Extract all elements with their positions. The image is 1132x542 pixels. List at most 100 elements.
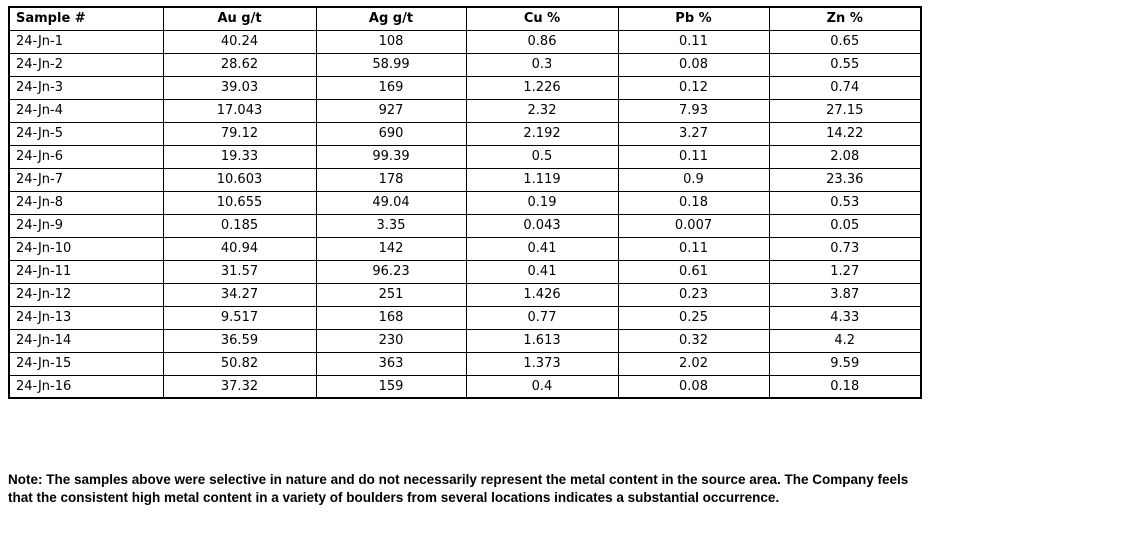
value-cell: 99.39 [315,144,467,169]
value-cell: 10.655 [162,190,317,215]
sample-id-cell: 24-Jn-6 [8,144,164,169]
assay-results-table: Sample # Au g/t Ag g/t Cu % Pb % Zn % 24-Jn-1… [8,6,922,399]
value-cell: 40.24 [162,29,317,54]
table-row: 24-Jn-16 37.32 159 0.4 0.08 0.18 [8,374,922,399]
value-cell: 168 [315,305,467,330]
value-cell: 0.4 [465,374,619,399]
table-row: 24-Jn-4 17.043 927 2.32 7.93 27.15 [8,98,922,123]
value-cell: 10.603 [162,167,317,192]
value-cell: 0.19 [465,190,619,215]
value-cell: 0.3 [465,52,619,77]
table-row: 24-Jn-14 36.59 230 1.613 0.32 4.2 [8,328,922,353]
value-cell: 0.55 [768,52,922,77]
value-cell: 0.08 [617,374,770,399]
sample-id-cell: 24-Jn-8 [8,190,164,215]
value-cell: 0.41 [465,236,619,261]
table-row: 24-Jn-10 40.94 142 0.41 0.11 0.73 [8,236,922,261]
value-cell: 23.36 [768,167,922,192]
value-cell: 1.373 [465,351,619,376]
column-header: Ag g/t [315,6,467,31]
value-cell: 34.27 [162,282,317,307]
value-cell: 0.73 [768,236,922,261]
value-cell: 159 [315,374,467,399]
value-cell: 0.53 [768,190,922,215]
note-text: Note: The samples above were selective i… [8,472,909,505]
value-cell: 14.22 [768,121,922,146]
value-cell: 9.517 [162,305,317,330]
table-row: 24-Jn-3 39.03 169 1.226 0.12 0.74 [8,75,922,100]
value-cell: 36.59 [162,328,317,353]
sample-id-cell: 24-Jn-14 [8,328,164,353]
value-cell: 37.32 [162,374,317,399]
value-cell: 0.11 [617,29,770,54]
column-header: Zn % [768,6,922,31]
value-cell: 0.11 [617,236,770,261]
value-cell: 96.23 [315,259,467,284]
column-header: Sample # [8,6,164,31]
value-cell: 0.9 [617,167,770,192]
sample-id-cell: 24-Jn-12 [8,282,164,307]
value-cell: 2.02 [617,351,770,376]
value-cell: 0.61 [617,259,770,284]
table-body: 24-Jn-1 40.24 108 0.86 0.11 0.65 24-Jn-2 28.62 5… [8,29,922,399]
sample-id-cell: 24-Jn-4 [8,98,164,123]
value-cell: 0.74 [768,75,922,100]
value-cell: 0.5 [465,144,619,169]
sample-id-cell: 24-Jn-5 [8,121,164,146]
sample-id-cell: 24-Jn-13 [8,305,164,330]
value-cell: 0.25 [617,305,770,330]
value-cell: 2.32 [465,98,619,123]
sample-id-cell: 24-Jn-2 [8,52,164,77]
value-cell: 4.33 [768,305,922,330]
table-row: 24-Jn-1 40.24 108 0.86 0.11 0.65 [8,29,922,54]
value-cell: 2.192 [465,121,619,146]
sample-id-cell: 24-Jn-16 [8,374,164,399]
value-cell: 230 [315,328,467,353]
sample-id-cell: 24-Jn-3 [8,75,164,100]
value-cell: 39.03 [162,75,317,100]
value-cell: 2.08 [768,144,922,169]
value-cell: 1.119 [465,167,619,192]
sample-id-cell: 24-Jn-9 [8,213,164,238]
value-cell: 49.04 [315,190,467,215]
sample-id-cell: 24-Jn-1 [8,29,164,54]
table-row: 24-Jn-13 9.517 168 0.77 0.25 4.33 [8,305,922,330]
table-row: 24-Jn-11 31.57 96.23 0.41 0.61 1.27 [8,259,922,284]
value-cell: 19.33 [162,144,317,169]
value-cell: 40.94 [162,236,317,261]
value-cell: 4.2 [768,328,922,353]
table-row: 24-Jn-7 10.603 178 1.119 0.9 23.36 [8,167,922,192]
value-cell: 0.007 [617,213,770,238]
sample-id-cell: 24-Jn-15 [8,351,164,376]
value-cell: 363 [315,351,467,376]
value-cell: 178 [315,167,467,192]
table-header-row: Sample # Au g/t Ag g/t Cu % Pb % Zn % [8,6,922,31]
value-cell: 7.93 [617,98,770,123]
value-cell: 0.86 [465,29,619,54]
sample-id-cell: 24-Jn-11 [8,259,164,284]
value-cell: 0.08 [617,52,770,77]
value-cell: 0.11 [617,144,770,169]
value-cell: 9.59 [768,351,922,376]
table-row: 24-Jn-9 0.185 3.35 0.043 0.007 0.05 [8,213,922,238]
value-cell: 0.65 [768,29,922,54]
value-cell: 1.226 [465,75,619,100]
value-cell: 251 [315,282,467,307]
table-row: 24-Jn-5 79.12 690 2.192 3.27 14.22 [8,121,922,146]
value-cell: 0.18 [768,374,922,399]
value-cell: 0.41 [465,259,619,284]
value-cell: 927 [315,98,467,123]
sample-id-cell: 24-Jn-7 [8,167,164,192]
value-cell: 50.82 [162,351,317,376]
value-cell: 3.35 [315,213,467,238]
table-row: 24-Jn-2 28.62 58.99 0.3 0.08 0.55 [8,52,922,77]
value-cell: 0.32 [617,328,770,353]
value-cell: 3.87 [768,282,922,307]
sample-id-cell: 24-Jn-10 [8,236,164,261]
value-cell: 0.18 [617,190,770,215]
value-cell: 1.613 [465,328,619,353]
value-cell: 0.05 [768,213,922,238]
table-row: 24-Jn-6 19.33 99.39 0.5 0.11 2.08 [8,144,922,169]
table-row: 24-Jn-8 10.655 49.04 0.19 0.18 0.53 [8,190,922,215]
